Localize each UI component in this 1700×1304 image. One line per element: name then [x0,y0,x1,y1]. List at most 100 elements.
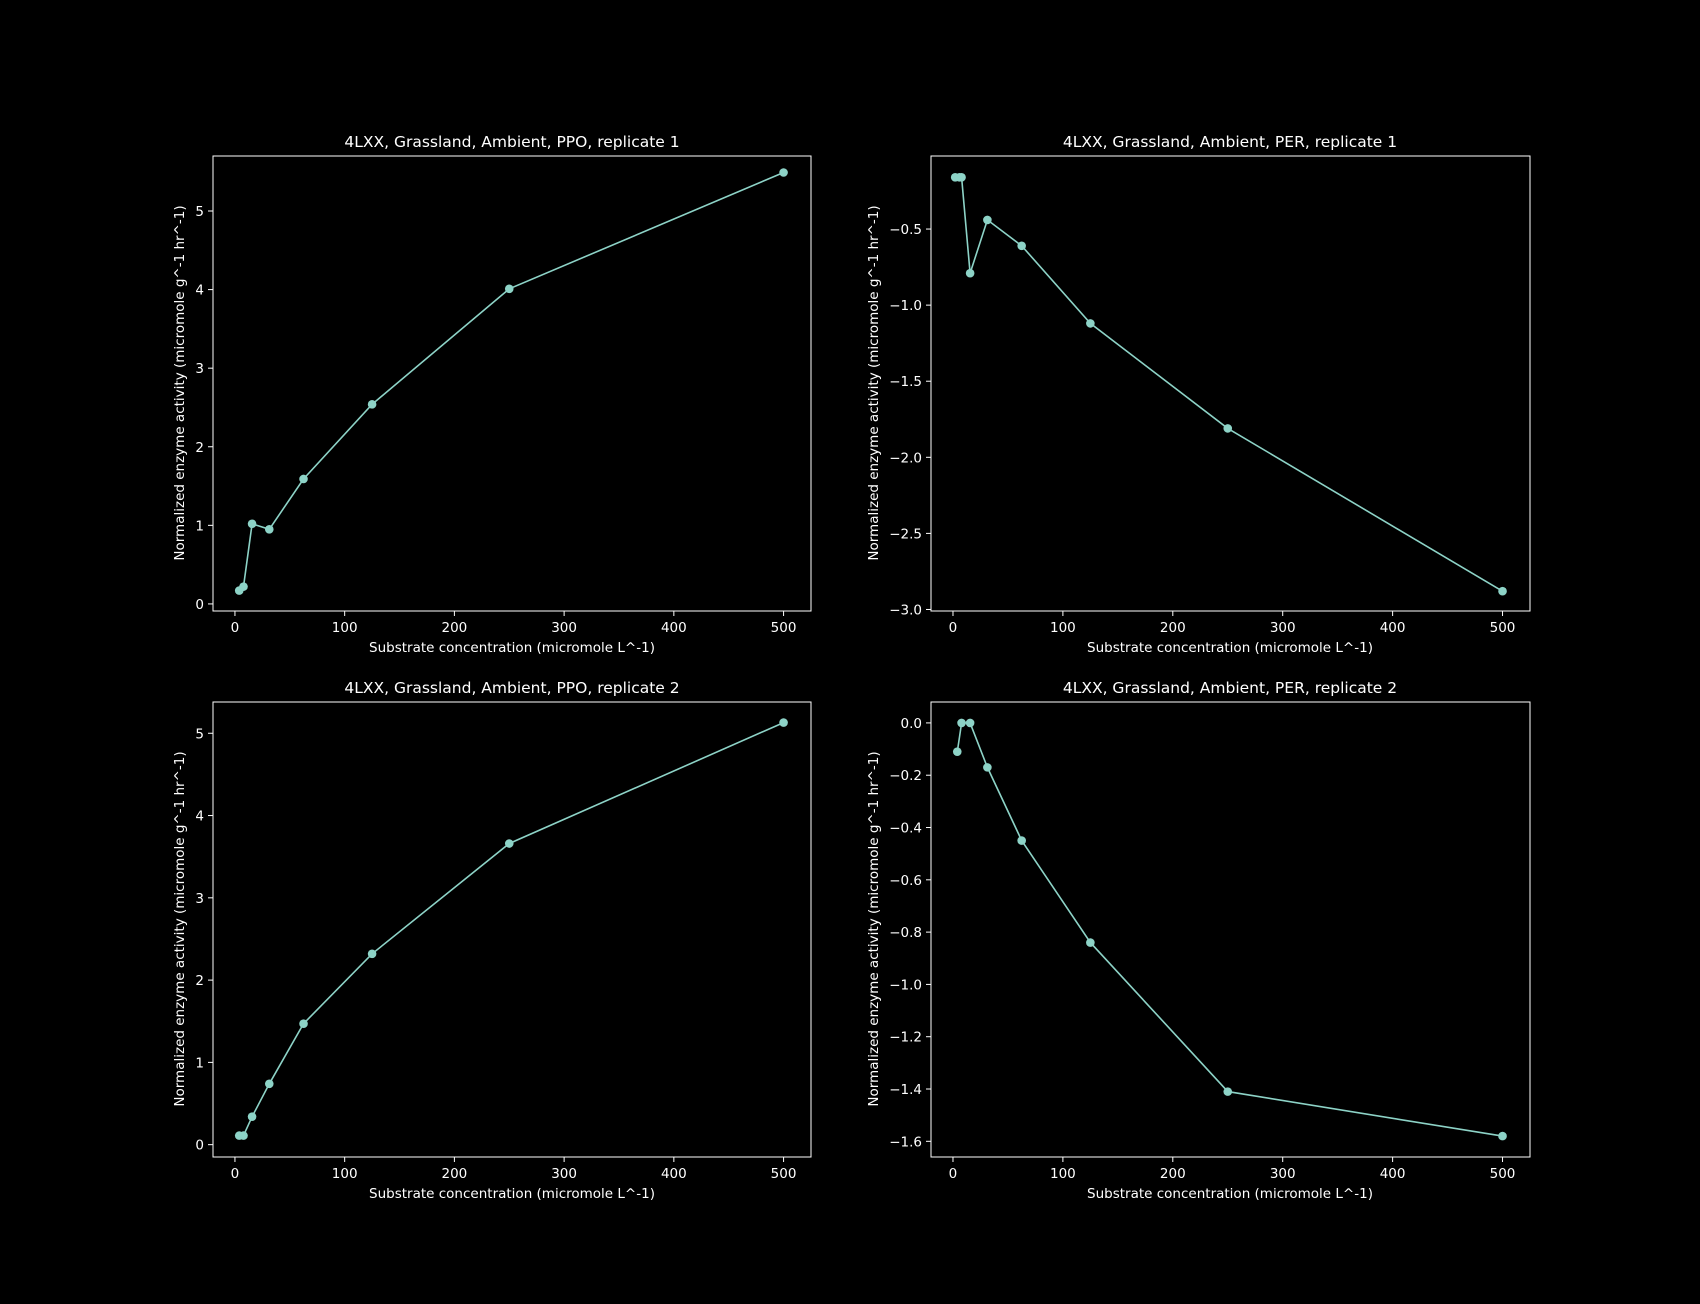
y-tick-label: 0 [195,1138,204,1154]
data-point [239,582,248,591]
x-tick-label: 400 [661,1166,687,1182]
x-tick-label: 500 [1490,1166,1516,1182]
data-point [247,519,257,529]
x-tick-label: 500 [771,1166,797,1182]
subplot-ppo-replicate-1: 4LXX, Grassland, Ambient, PPO, replicate… [172,133,812,656]
data-point [779,168,788,177]
x-tick-label: 0 [949,1166,958,1182]
y-tick-label: 4 [195,283,204,299]
y-axis-label: Normalized enzyme activity (micromole g^… [866,751,882,1106]
x-tick-label: 300 [551,1166,577,1182]
y-tick-label: −0.4 [889,821,922,837]
x-tick-label: 0 [949,620,958,636]
y-tick-label: 0.0 [901,716,922,732]
chart-title: 4LXX, Grassland, Ambient, PER, replicate… [1063,133,1397,151]
data-point [367,400,377,409]
data-point [1086,938,1095,947]
y-tick-label: −1.0 [889,298,922,314]
data-point [1017,836,1026,845]
data-point [264,1079,274,1089]
data-point [952,747,962,756]
subplot-per-replicate-1: 4LXX, Grassland, Ambient, PER, replicate… [866,133,1531,656]
y-axis-label: Normalized enzyme activity (micromole g^… [866,205,882,560]
x-tick-label: 200 [1160,1166,1186,1182]
y-tick-label: 1 [195,518,204,534]
y-tick-label: 0 [195,597,204,613]
data-point [504,284,514,294]
x-tick-label: 100 [1050,620,1076,636]
y-tick-label: −1.5 [889,374,922,390]
data-point [957,173,966,182]
x-tick-label: 100 [332,620,358,636]
x-tick-label: 200 [1160,620,1186,636]
chart-title: 4LXX, Grassland, Ambient, PPO, replicate… [344,679,679,697]
y-tick-label: −2.0 [889,450,922,466]
x-tick-label: 500 [771,620,797,636]
data-point [1498,1131,1507,1141]
x-axis-label: Substrate concentration (micromole L^-1) [369,640,655,656]
data-point [983,215,992,225]
plot-area: 0 100 200 300 400 500 −0.5 −1.0 −1.5 −2.0 −2.5 −3.0 [889,155,1531,636]
y-tick-label: 1 [195,1055,204,1071]
plot-frame [930,155,1531,612]
subplot-per-replicate-2: 4LXX, Grassland, Ambient, PER, replicate… [866,679,1531,1202]
y-axis-label: Normalized enzyme activity (micromole g^… [172,205,188,560]
y-tick-label: −2.5 [889,526,922,542]
y-tick-label: −1.4 [889,1082,922,1098]
data-point [1017,241,1026,251]
y-tick-label: −1.6 [889,1134,922,1150]
data-point [1086,319,1095,328]
data-point [264,524,274,534]
subplot-ppo-replicate-2: 4LXX, Grassland, Ambient, PPO, replicate… [172,679,812,1202]
data-point [247,1112,257,1121]
data-point [239,1131,248,1140]
y-axis-label: Normalized enzyme activity (micromole g^… [172,751,188,1106]
plot-area: 0 100 200 300 400 500 0 1 2 3 4 5 [195,155,812,636]
data-point [983,763,992,772]
data-point [779,718,788,727]
y-tick-label: 3 [195,361,204,377]
x-tick-label: 400 [1380,1166,1406,1182]
data-point [957,718,966,728]
chart-title: 4LXX, Grassland, Ambient, PPO, replicate… [344,133,679,151]
data-point [299,1019,308,1029]
x-tick-label: 100 [1050,1166,1076,1182]
chart-title: 4LXX, Grassland, Ambient, PER, replicate… [1063,679,1397,697]
data-point [299,474,308,484]
data-point [367,949,377,959]
y-tick-label: 3 [195,891,204,907]
y-tick-label: 5 [195,726,204,742]
data-point [965,268,975,278]
data-point [504,839,514,848]
x-axis-label: Substrate concentration (micromole L^-1) [1087,1186,1373,1202]
x-tick-label: 400 [1380,620,1406,636]
y-tick-label: −0.5 [889,222,922,238]
data-point [965,718,975,728]
x-tick-label: 400 [661,620,687,636]
y-tick-label: 4 [195,809,204,825]
x-tick-label: 200 [442,620,468,636]
data-point [1498,586,1507,596]
data-point [1223,1087,1233,1096]
y-tick-label: 2 [195,440,204,456]
x-tick-label: 100 [332,1166,358,1182]
y-tick-label: −0.2 [889,768,922,784]
y-tick-label: −0.8 [889,925,922,941]
data-point [1223,424,1233,433]
y-tick-label: −1.0 [889,977,922,993]
y-tick-label: −3.0 [889,602,922,618]
y-tick-label: 2 [195,973,204,989]
x-tick-label: 300 [551,620,577,636]
plot-frame [212,701,812,1158]
x-tick-label: 300 [1270,620,1296,636]
y-tick-label: 5 [195,204,204,220]
x-tick-label: 300 [1270,1166,1296,1182]
x-tick-label: 200 [442,1166,468,1182]
plot-area: 0 100 200 300 400 500 0 1 2 3 4 5 [195,701,812,1182]
y-tick-label: −0.6 [889,873,922,889]
x-axis-label: Substrate concentration (micromole L^-1) [1087,640,1373,656]
plot-frame [212,155,812,612]
series-line [238,171,784,592]
